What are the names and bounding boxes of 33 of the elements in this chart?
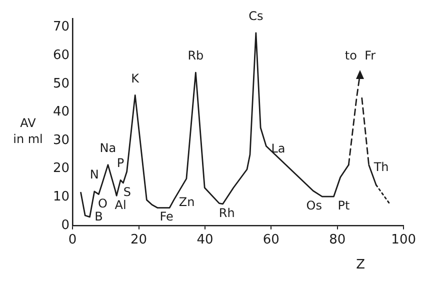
annotation: Pt [338,198,350,213]
x-tick-label: 80 [329,232,346,248]
y-tick-label: 50 [52,76,70,92]
annotation: Th [372,160,389,174]
annotation: Fe [160,210,174,224]
annotation: Rh [218,206,235,220]
annotation: K [131,71,140,86]
annotation: Al [114,198,126,212]
annotation: Os [306,198,322,213]
annotation: to Fr [344,48,376,63]
x-tick-label: 100 [391,232,416,248]
y-axis-title: AV in ml [13,116,43,146]
x-tick-label: 60 [262,232,280,248]
annotation: Rb [188,48,204,63]
annotation: N [90,168,99,182]
annotation: Na [100,140,116,155]
annotation: Cs [248,9,264,24]
y-tick-label: 70 [52,20,70,35]
annotation: Zn [178,195,195,210]
annotation: S [123,185,132,200]
y-tick-label: 0 [61,218,70,233]
y-tick-label: 20 [52,161,70,176]
y-tick-label: 60 [52,48,70,63]
annotation: La [271,141,286,156]
y-tick-label: 40 [52,104,70,120]
x-axis-title: Z [356,257,366,272]
y-tick-label: 10 [52,189,70,204]
y-tick-label: 30 [52,132,70,148]
x-tick-label: 40 [196,232,214,248]
annotation: O [98,196,108,210]
annotation: P [116,156,124,170]
x-tick-label: 20 [130,232,148,248]
annotation: B [94,210,103,224]
